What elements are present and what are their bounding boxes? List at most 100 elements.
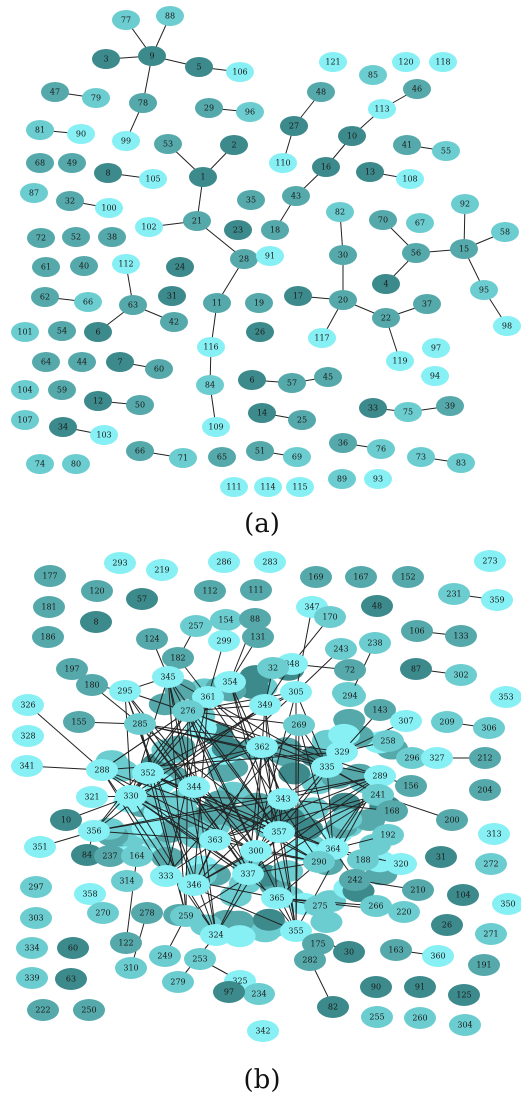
cluster-edge-344-300 (193, 786, 257, 852)
node-label-7: 7 (117, 358, 122, 367)
node-131 (242, 626, 274, 648)
node-label-82: 82 (335, 208, 345, 217)
node-label-99: 99 (121, 137, 131, 146)
node-label-125: 125 (456, 991, 471, 1000)
node-133 (445, 625, 477, 647)
node-310 (115, 957, 147, 979)
node-120 (81, 580, 113, 602)
node-label-353: 353 (498, 693, 513, 702)
node-label-67: 67 (415, 219, 425, 228)
node-333 (150, 865, 182, 887)
node-339 (16, 967, 48, 989)
cluster-edge-349-356 (93, 704, 266, 832)
node-10 (50, 809, 82, 831)
node-label-107: 107 (17, 416, 32, 425)
node-271 (475, 923, 507, 945)
node-113 (368, 99, 396, 119)
node-327 (421, 747, 453, 769)
node-125 (448, 984, 480, 1006)
node-253 (184, 948, 216, 970)
node-111 (240, 579, 272, 601)
node-label-106: 106 (409, 627, 424, 636)
node-320 (385, 853, 417, 875)
node-75 (394, 402, 422, 422)
node-363 (199, 829, 231, 851)
node-8 (94, 163, 122, 183)
node-label-6: 6 (95, 328, 100, 337)
node-label-108: 108 (402, 175, 417, 184)
node-label-84: 84 (205, 381, 215, 390)
cluster-edge-276-269 (187, 710, 300, 726)
node-label-68: 68 (35, 159, 45, 168)
cluster-node-117 (278, 762, 311, 785)
node-label-47: 47 (50, 88, 60, 97)
node-label-78: 78 (138, 99, 148, 108)
node-17 (284, 286, 312, 306)
node-label-156: 156 (403, 782, 418, 791)
cluster-edge-276-337 (187, 710, 249, 875)
cluster-node-113 (151, 846, 184, 869)
node-82 (326, 202, 354, 222)
node-label-66: 66 (83, 298, 93, 307)
node-label-286: 286 (216, 558, 231, 567)
node-88 (239, 608, 271, 630)
node-321 (76, 786, 108, 808)
node-365 (261, 887, 293, 909)
node-31 (158, 286, 186, 306)
node-label-275: 275 (312, 902, 327, 911)
node-label-62: 62 (40, 293, 50, 302)
cluster-node-112 (164, 795, 197, 818)
node-294 (334, 685, 366, 707)
node-label-152: 152 (400, 573, 415, 582)
node-335 (311, 756, 343, 778)
node-204 (469, 779, 501, 801)
node-label-82: 82 (328, 1003, 338, 1012)
node-label-186: 186 (40, 633, 55, 642)
node-74 (26, 454, 54, 474)
node-66 (74, 292, 102, 312)
node-295 (109, 680, 141, 702)
panel-b-label: (b) (244, 1065, 281, 1095)
node-label-219: 219 (154, 566, 169, 575)
node-label-237: 237 (102, 852, 117, 861)
node-167 (345, 566, 377, 588)
node-label-97: 97 (224, 988, 234, 997)
node-label-93: 93 (373, 475, 383, 484)
node-label-8: 8 (93, 618, 98, 627)
node-32 (56, 191, 84, 211)
node-label-110: 110 (275, 159, 290, 168)
node-289 (364, 765, 396, 787)
node-61 (32, 257, 60, 277)
node-35 (237, 190, 265, 210)
cluster-edge-241-259 (185, 794, 379, 917)
node-112 (112, 254, 140, 274)
node-label-87: 87 (411, 665, 421, 674)
node-362 (246, 736, 278, 758)
node-label-297: 297 (28, 883, 43, 892)
node-label-363: 363 (207, 836, 222, 845)
node-109 (202, 417, 230, 437)
node-273 (474, 550, 506, 572)
cluster-edge-364-269 (298, 724, 334, 850)
node-210 (402, 879, 434, 901)
node-label-101: 101 (17, 328, 32, 337)
node-label-200: 200 (444, 816, 459, 825)
node-106 (401, 620, 433, 642)
node-label-303: 303 (28, 914, 43, 923)
edge-168-343 (282, 798, 393, 812)
node-63 (119, 295, 147, 315)
node-label-182: 182 (170, 654, 185, 663)
node-label-44: 44 (77, 358, 87, 367)
node-label-66b: 66 (135, 447, 145, 456)
node-342 (247, 1020, 279, 1042)
node-label-278: 278 (139, 909, 154, 918)
node-label-32: 32 (268, 664, 278, 673)
node-97 (422, 338, 450, 358)
node-label-90: 90 (371, 983, 381, 992)
node-label-4: 4 (383, 280, 388, 289)
node-337 (232, 863, 264, 885)
node-169 (300, 566, 332, 588)
node-label-364: 364 (325, 845, 340, 854)
node-label-131: 131 (250, 633, 265, 642)
node-355 (280, 920, 312, 942)
